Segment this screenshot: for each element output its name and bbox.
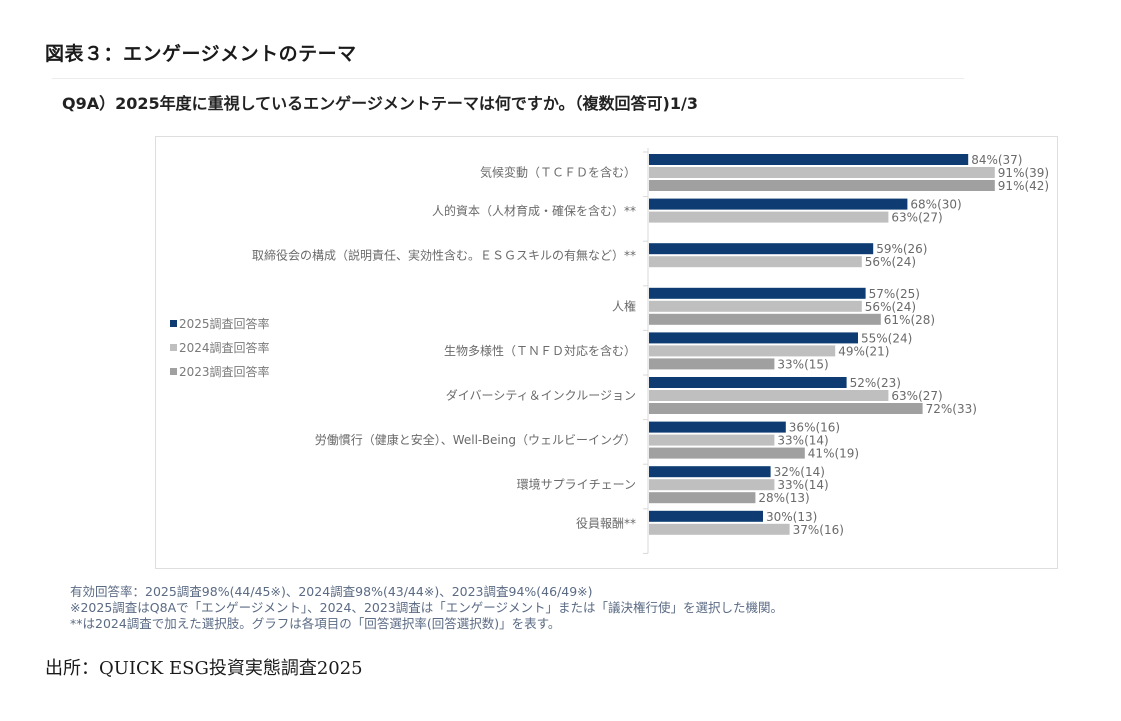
- chart-frame: [155, 136, 1058, 569]
- category-label: 生物多様性（ＴＮＦＤ対応を含む）: [444, 343, 636, 358]
- bar-2023: [649, 492, 756, 504]
- bar-2023: [649, 447, 805, 459]
- bar-2023: [649, 403, 923, 414]
- data-label: 49%(21): [838, 344, 889, 358]
- figure-title: 図表３：エンゲージメントのテーマ: [45, 43, 357, 65]
- bar-2024: [649, 211, 889, 223]
- bar-2025: [649, 154, 969, 165]
- data-label: 30%(13): [766, 510, 817, 524]
- bar-2025: [649, 510, 763, 522]
- legend-label: 2025調査回答率: [179, 316, 270, 331]
- bar-2023: [649, 358, 775, 370]
- bar-2024: [649, 256, 862, 268]
- note-response-rate: 有効回答率：2025調査98%(44/45※)、2024調査98%(43/44※…: [70, 584, 593, 599]
- data-label: 91%(42): [998, 179, 1049, 193]
- data-label: 33%(14): [777, 478, 828, 492]
- data-label: 91%(39): [998, 166, 1049, 180]
- category-label: 人的資本（人材育成・確保を含む）**: [432, 203, 636, 218]
- note-added-options: **は2024調査で加えた選択肢。グラフは各項目の「回答選択率(回答選択数)」を…: [70, 616, 561, 631]
- legend-swatch: [170, 344, 177, 351]
- data-label: 56%(24): [865, 300, 916, 314]
- bar-2024: [649, 434, 775, 446]
- data-label: 63%(27): [891, 389, 942, 403]
- bar-2024: [649, 479, 775, 491]
- data-label: 36%(16): [789, 421, 840, 435]
- data-label: 55%(24): [861, 331, 912, 345]
- bar-2023: [649, 180, 995, 191]
- data-label: 28%(13): [758, 491, 809, 505]
- bar-2024: [649, 523, 790, 535]
- category-label: 環境サプライチェーン: [517, 477, 636, 492]
- bar-2024: [649, 167, 995, 178]
- data-label: 63%(27): [891, 211, 942, 225]
- value-labels: 84%(37)91%(39)91%(42)68%(30)63%(27)59%(2…: [758, 153, 1049, 537]
- bars: [649, 154, 995, 535]
- data-label: 57%(25): [869, 287, 920, 301]
- chart-question-title: Q9A）2025年度に重視しているエンゲージメントテーマは何ですか。（複数回答可…: [62, 94, 698, 113]
- data-label: 56%(24): [865, 255, 916, 269]
- title-divider: [52, 78, 964, 79]
- category-label: 取締役会の構成（説明責任、実効性含む。ＥＳＧスキルの有無など）**: [252, 248, 636, 263]
- data-label: 72%(33): [926, 402, 977, 416]
- bar-2024: [649, 345, 836, 357]
- category-labels: 気候変動（ＴＣＦＤを含む） 人的資本（人材育成・確保を含む）** 取締役会の構成（説…: [252, 165, 636, 531]
- source-citation: 出所：QUICK ESG投資実態調査2025: [45, 658, 363, 679]
- bar-2024: [649, 390, 889, 401]
- bar-2025: [649, 332, 858, 344]
- chart-legend: 2025調査回答率 2024調査回答率 2023調査回答率: [170, 316, 270, 379]
- bar-2025: [649, 466, 771, 478]
- data-label: 68%(30): [910, 198, 961, 212]
- data-label: 59%(26): [876, 242, 927, 256]
- data-label: 52%(23): [850, 376, 901, 390]
- chart-notes: 有効回答率：2025調査98%(44/45※)、2024調査98%(43/44※…: [70, 584, 783, 632]
- data-label: 33%(14): [777, 434, 828, 448]
- legend-swatch: [170, 320, 177, 327]
- bar-2024: [649, 300, 862, 312]
- bar-2025: [649, 377, 847, 388]
- data-label: 37%(16): [793, 523, 844, 537]
- bar-2025: [649, 287, 866, 299]
- legend-label: 2024調査回答率: [179, 340, 270, 355]
- data-label: 41%(19): [808, 447, 859, 461]
- data-label: 61%(28): [884, 313, 935, 327]
- legend-label: 2023調査回答率: [179, 364, 270, 379]
- category-label: 気候変動（ＴＣＦＤを含む）: [480, 165, 636, 180]
- legend-swatch: [170, 368, 177, 375]
- category-label: 労働慣行（健康と安全）、Well-Being（ウェルビーイング）: [315, 432, 636, 447]
- data-label: 32%(14): [774, 465, 825, 479]
- bar-2023: [649, 313, 881, 325]
- bar-2025: [649, 421, 786, 433]
- category-label: ダイバーシティ＆インクルージョン: [446, 388, 636, 403]
- y-axis: [643, 148, 649, 554]
- bar-2025: [649, 243, 874, 255]
- bar-2025: [649, 198, 908, 210]
- note-survey-selection: ※2025調査はQ8Aで「エンゲージメント」、2024、2023調査は「エンゲー…: [70, 600, 784, 615]
- data-label: 84%(37): [971, 153, 1022, 167]
- category-label: 役員報酬**: [576, 515, 636, 530]
- category-label: 人権: [612, 298, 636, 313]
- data-label: 33%(15): [777, 357, 828, 371]
